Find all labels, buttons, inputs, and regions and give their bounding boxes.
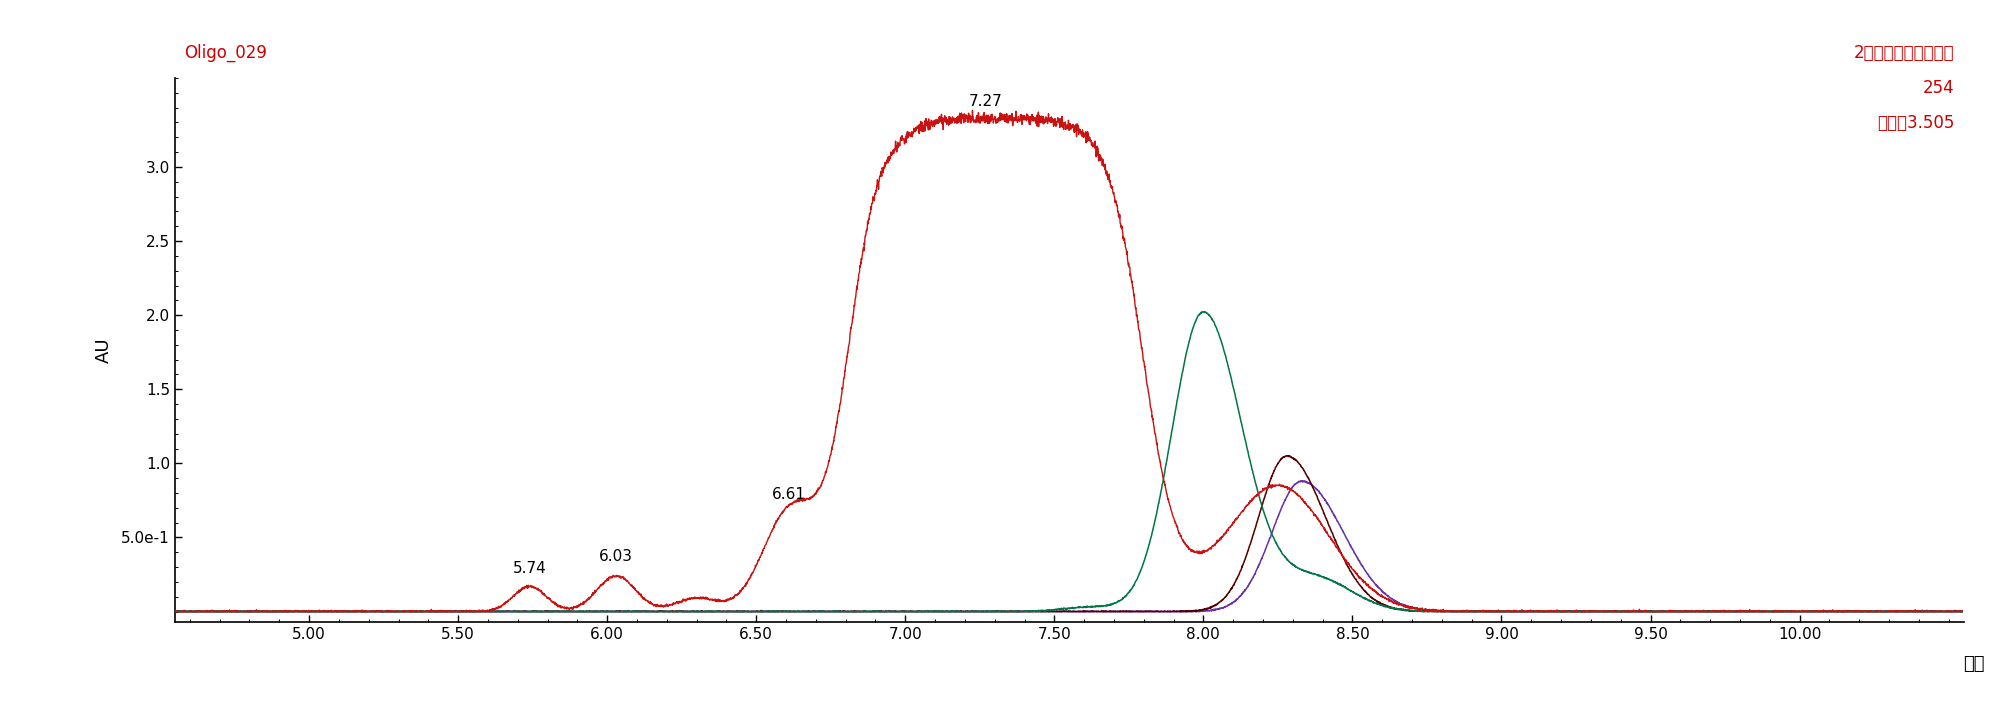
Y-axis label: AU: AU [96,337,114,363]
Text: Oligo_029: Oligo_029 [184,43,266,62]
Text: 7.27: 7.27 [968,94,1002,109]
Text: 254: 254 [1922,79,1954,97]
Text: 6.61: 6.61 [772,487,806,502]
Text: 2：ダイオードアレイ: 2：ダイオードアレイ [1854,44,1954,62]
Text: 5.74: 5.74 [512,561,546,576]
Text: 時間: 時間 [1964,654,1984,673]
Text: 6.03: 6.03 [600,549,634,564]
Text: 範図：3.505: 範図：3.505 [1878,114,1954,133]
